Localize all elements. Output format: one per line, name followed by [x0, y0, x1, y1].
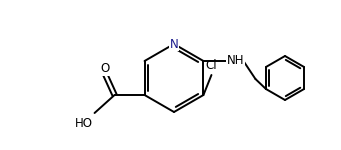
- Text: Cl: Cl: [206, 59, 217, 72]
- Text: O: O: [100, 63, 109, 75]
- Text: NH: NH: [227, 54, 244, 68]
- Text: N: N: [169, 38, 178, 51]
- Text: HO: HO: [75, 117, 92, 130]
